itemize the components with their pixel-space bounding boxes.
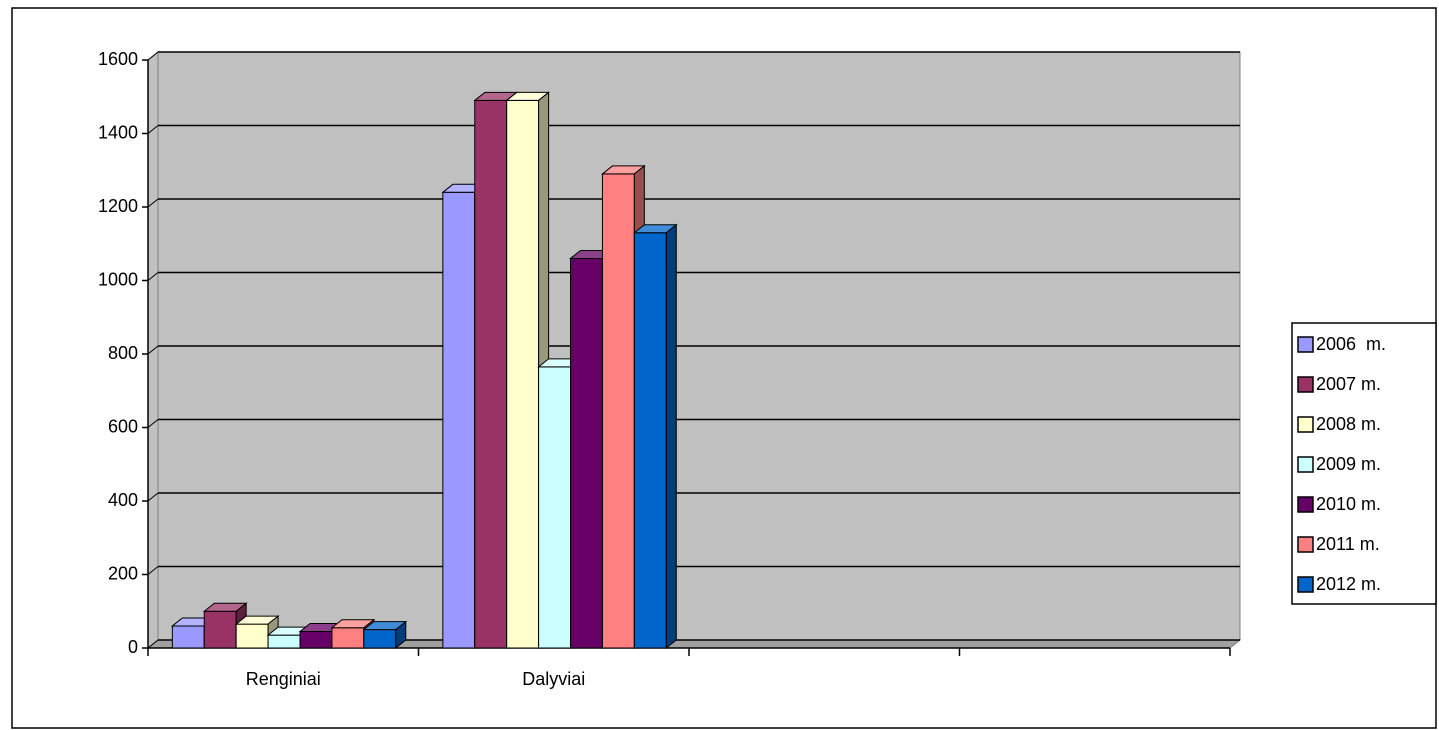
y-tick-label: 1200: [98, 196, 138, 216]
y-tick-label: 400: [108, 490, 138, 510]
y-tick-label: 1400: [98, 122, 138, 142]
bar: [363, 629, 397, 649]
y-tick-label: 800: [108, 343, 138, 363]
legend-swatch: [1297, 416, 1314, 433]
bar-side: [395, 620, 407, 650]
bar-side: [665, 223, 677, 650]
bar: [633, 232, 667, 649]
grid-line-side: [147, 125, 159, 134]
legend-swatch: [1297, 496, 1314, 513]
legend-swatch: [1297, 456, 1314, 473]
grid-line-side: [147, 345, 159, 355]
y-tick-label: 200: [108, 563, 138, 583]
legend-swatch: [1297, 576, 1314, 593]
legend-swatch: [1297, 336, 1314, 353]
y-tick-label: 0: [128, 637, 138, 657]
bar: [506, 99, 540, 649]
grid-line-side: [147, 419, 159, 428]
grid-line-side: [147, 272, 159, 281]
y-tick-label: 600: [108, 416, 138, 436]
legend-swatch: [1297, 376, 1314, 393]
grid-line-side: [147, 198, 159, 208]
y-tick-label: 1000: [98, 269, 138, 289]
legend-box: [1291, 322, 1437, 605]
bar: [601, 173, 635, 649]
legend-label: 2011 m.: [1316, 534, 1380, 554]
y-tick-label: 1600: [98, 49, 138, 69]
legend-label: 2007 m.: [1316, 374, 1381, 394]
legend-swatch: [1297, 536, 1314, 553]
grid-line-side: [147, 51, 159, 61]
x-tick-label: Dalyviai: [522, 669, 585, 689]
bar: [267, 634, 301, 649]
bar: [331, 627, 365, 649]
bar: [203, 610, 237, 649]
bar: [171, 625, 205, 649]
legend-label: 2012 m.: [1316, 574, 1381, 594]
legend-label: 2009 m.: [1316, 454, 1381, 474]
legend-label: 2008 m.: [1316, 414, 1381, 434]
legend-label: 2010 m.: [1316, 494, 1381, 514]
grid-line-side: [147, 492, 159, 502]
x-tick-label: Renginiai: [246, 669, 321, 689]
grid-line-side: [147, 566, 159, 575]
bar: [570, 257, 603, 649]
legend-label: 2006 m.: [1316, 334, 1386, 354]
grid-line-side: [147, 639, 159, 649]
bar: [299, 630, 333, 649]
bar: [442, 191, 476, 649]
bar: [235, 623, 269, 649]
bar: [538, 366, 572, 649]
bar: [474, 99, 508, 649]
